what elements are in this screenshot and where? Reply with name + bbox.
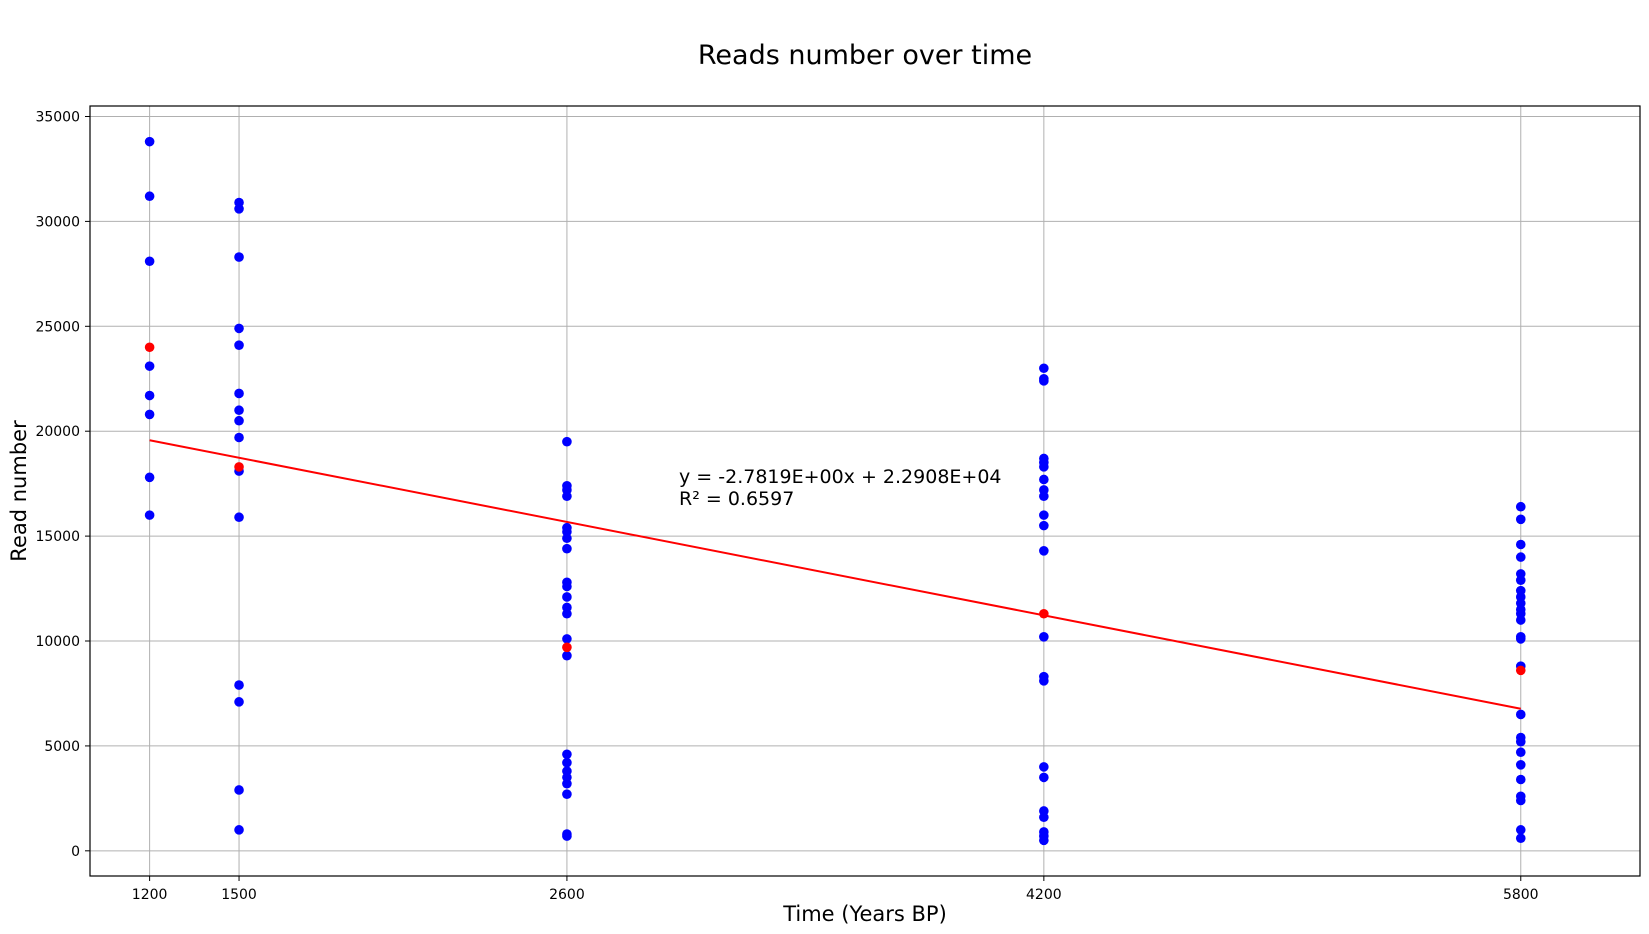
data-point [1039, 632, 1049, 642]
data-point [1515, 709, 1526, 720]
x-axis-label: Time (Years BP) [782, 902, 947, 926]
data-point [234, 252, 244, 262]
data-point [234, 323, 244, 334]
y-tick-label: 30000 [35, 214, 80, 230]
data-points [144, 136, 1526, 846]
x-tick-label: 2600 [549, 887, 585, 903]
y-tick-label: 0 [71, 844, 80, 860]
chart-title: Reads number over time [698, 40, 1032, 71]
data-point [1515, 760, 1526, 770]
data-point [1515, 634, 1526, 644]
data-point [234, 512, 244, 523]
data-point [144, 390, 155, 401]
data-point [1039, 462, 1049, 472]
data-point [234, 462, 244, 472]
data-point [234, 697, 244, 707]
data-point [144, 472, 155, 483]
data-point [1039, 762, 1049, 772]
data-point [234, 785, 244, 795]
data-point [1515, 736, 1526, 747]
data-point [1039, 835, 1049, 846]
data-point [144, 510, 155, 520]
data-point [1515, 575, 1526, 585]
data-point [1039, 676, 1049, 686]
data-point [234, 415, 244, 426]
x-tick-label: 1200 [132, 887, 168, 903]
data-point [1039, 510, 1049, 520]
y-tick-label: 5000 [44, 739, 80, 755]
data-point [1039, 474, 1049, 485]
data-point [562, 634, 572, 644]
data-point [562, 608, 572, 619]
data-point [234, 825, 244, 835]
y-tick-label: 35000 [35, 109, 80, 125]
data-point [1515, 615, 1526, 625]
data-point [562, 831, 572, 841]
data-point [562, 778, 572, 789]
data-point [1515, 825, 1526, 835]
x-tick-label: 4200 [1026, 887, 1062, 903]
data-point [1039, 772, 1049, 783]
data-point [144, 136, 155, 147]
data-point [1515, 747, 1526, 758]
data-point [562, 543, 572, 554]
data-point [144, 409, 155, 420]
data-point [1515, 833, 1526, 844]
data-point [234, 388, 244, 399]
data-point [1039, 545, 1049, 556]
x-tick-label: 5800 [1503, 887, 1539, 903]
y-tick-label: 25000 [35, 319, 80, 335]
data-point [562, 789, 572, 799]
data-point [234, 405, 244, 416]
data-point [1515, 665, 1526, 676]
data-point [562, 650, 572, 661]
data-point [234, 204, 244, 214]
data-point [1515, 501, 1526, 512]
r-squared-label: R² = 0.6597 [679, 488, 794, 510]
y-axis-label: Read number [7, 420, 31, 562]
axis-ticks: 1200 1500 2600 4200 5800 0 5000 10000 15000 20000… [35, 109, 1538, 903]
data-point [1039, 491, 1049, 502]
data-point [1515, 552, 1526, 562]
trendline-layer [149, 439, 1521, 710]
y-tick-label: 20000 [35, 424, 80, 440]
data-point [1515, 795, 1526, 806]
trendline [149, 439, 1521, 710]
data-point [562, 491, 572, 502]
trendline-equation: y = -2.7819E+00x + 2.2908E+04 [679, 466, 1002, 488]
data-point [562, 436, 572, 447]
data-point [144, 191, 155, 202]
data-point [562, 533, 572, 544]
data-point [1515, 774, 1526, 785]
data-point [562, 581, 572, 592]
data-point [144, 256, 155, 267]
data-point [1515, 514, 1526, 525]
data-point [144, 361, 155, 371]
data-point [1515, 539, 1526, 550]
data-point [1039, 608, 1049, 619]
y-tick-label: 15000 [35, 529, 80, 545]
y-tick-label: 10000 [35, 634, 80, 650]
data-point [562, 592, 572, 602]
data-point [234, 432, 244, 443]
x-tick-label: 1500 [221, 887, 257, 903]
data-point [1039, 376, 1049, 386]
data-point [1039, 812, 1049, 823]
data-point [234, 340, 244, 350]
data-point [562, 749, 572, 760]
data-point [234, 680, 244, 690]
data-point [1039, 363, 1049, 374]
data-point [562, 642, 572, 653]
data-point [562, 757, 572, 768]
plot-frame [89, 105, 1641, 877]
data-point [1039, 520, 1049, 531]
data-point [144, 342, 155, 353]
